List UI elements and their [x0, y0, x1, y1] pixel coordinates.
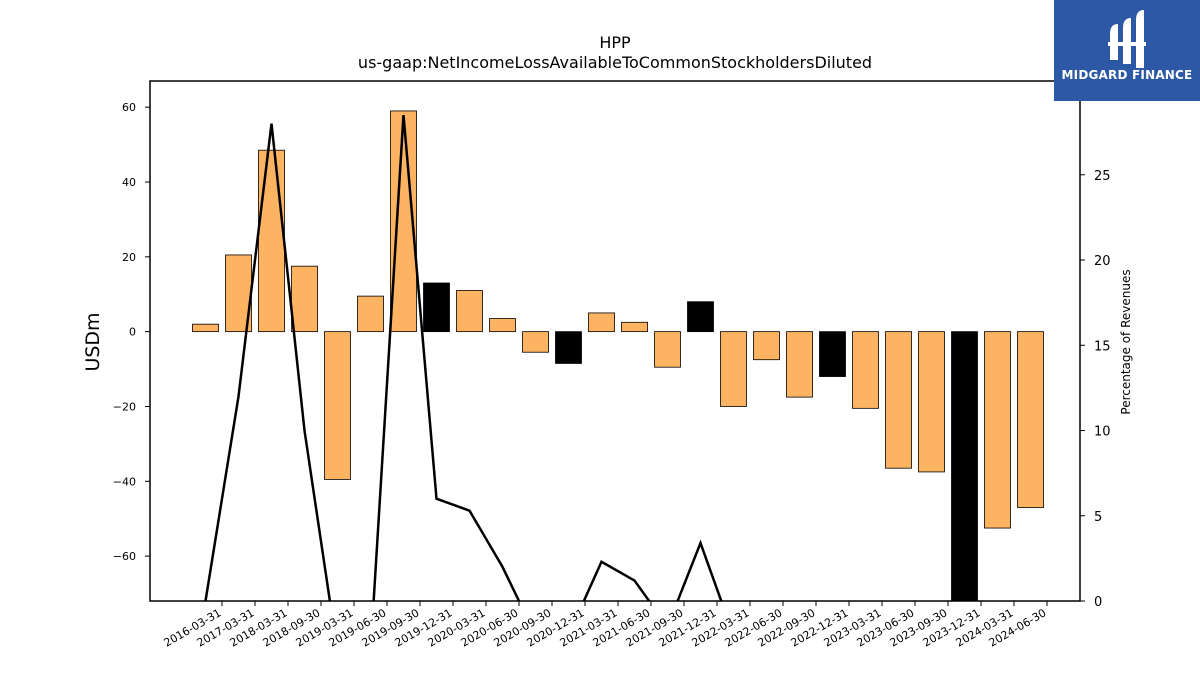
- bar: [852, 331, 879, 409]
- bar: [621, 321, 648, 333]
- bar: [951, 331, 978, 602]
- bar: [1017, 331, 1044, 508]
- bar: [555, 331, 582, 364]
- bar: [984, 331, 1011, 529]
- bar: [522, 331, 549, 353]
- y-tick-label: −40: [113, 475, 136, 488]
- y2-tick-label: 25: [1094, 169, 1111, 184]
- bar: [885, 331, 912, 469]
- bar: [357, 295, 384, 333]
- bar: [918, 331, 945, 473]
- x-axis-ticks: 2016-03-312017-03-312018-03-312018-09-30…: [162, 601, 1049, 650]
- midgard-finance-logo: MIDGARD FINANCE: [1054, 0, 1200, 101]
- plot-frame: [149, 80, 1081, 602]
- bar: [687, 301, 714, 333]
- y2-tick-label: 10: [1094, 425, 1111, 440]
- y-tick-label: −20: [113, 400, 136, 413]
- y-tick-label: 40: [122, 176, 136, 189]
- bar: [456, 290, 483, 333]
- bar: [291, 265, 318, 333]
- bar: [258, 149, 285, 333]
- bar: [753, 331, 780, 361]
- bar: [720, 331, 747, 407]
- y2-axis-label: Percentage of Revenues: [1119, 269, 1133, 414]
- y2-axis-ticks: 051015202530: [1080, 84, 1111, 610]
- bar: [423, 282, 450, 333]
- bar-series: [192, 110, 1044, 602]
- bar: [588, 312, 615, 333]
- y-tick-label: 20: [122, 251, 136, 264]
- y-axis-label: USDm: [82, 312, 104, 371]
- y2-tick-label: 15: [1094, 339, 1111, 354]
- line-series: [204, 114, 723, 601]
- logo-mark-icon: [1108, 10, 1146, 68]
- y2-tick-label: 20: [1094, 254, 1111, 269]
- bar: [654, 331, 681, 368]
- y-tick-label: −60: [113, 550, 136, 563]
- bar: [489, 318, 516, 333]
- logo-text: MIDGARD FINANCE: [1061, 68, 1193, 82]
- y-tick-label: 60: [122, 101, 136, 114]
- bar: [324, 331, 351, 480]
- line-series-group: [204, 114, 723, 601]
- chart-title: HPP: [599, 33, 631, 52]
- bar: [192, 323, 219, 333]
- y2-tick-label: 0: [1094, 595, 1102, 610]
- bar: [819, 331, 846, 377]
- bar: [786, 331, 813, 398]
- y2-tick-label: 5: [1094, 510, 1102, 525]
- y-tick-label: 0: [129, 326, 136, 339]
- y-axis-ticks: 60 40 20 0 −20 −40 −60: [113, 101, 150, 563]
- chart-subtitle: us-gaap:NetIncomeLossAvailableToCommonSt…: [358, 53, 872, 72]
